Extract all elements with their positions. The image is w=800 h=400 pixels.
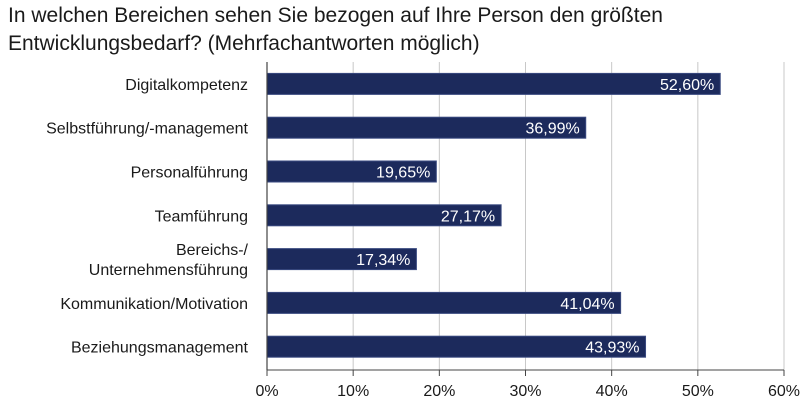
data-label: 36,99%	[525, 121, 579, 138]
axes	[266, 62, 785, 376]
bars	[266, 72, 721, 358]
data-labels: 52,60% 36,99% 19,65% 27,17% 17,34% 41,04% 43,9…	[356, 77, 714, 357]
category-label: Selbstführung/-management	[46, 121, 248, 138]
x-tick-label: 50%	[682, 383, 714, 400]
data-label: 19,65%	[376, 165, 430, 182]
category-label: Bereichs-/Unternehmensführung	[89, 242, 249, 279]
data-label: 41,04%	[560, 296, 614, 313]
category-label: Digitalkompetenz	[125, 77, 248, 94]
x-tick-label: 30%	[509, 383, 541, 400]
x-tick-label: 10%	[337, 383, 369, 400]
x-tick-labels: 0% 10% 20% 30% 40% 50% 60%	[255, 383, 800, 400]
category-label: Kommunikation/Motivation	[60, 296, 248, 313]
x-tick-label: 0%	[255, 383, 278, 400]
category-labels: Digitalkompetenz Selbstführung/-managemen…	[46, 77, 248, 357]
data-label: 17,34%	[356, 252, 410, 269]
category-label: Beziehungsmanagement	[71, 340, 249, 357]
category-label: Personalführung	[131, 165, 248, 182]
category-label: Teamführung	[155, 208, 248, 225]
data-label: 52,60%	[660, 77, 714, 94]
data-label: 43,93%	[585, 340, 639, 357]
x-tick-label: 20%	[423, 383, 455, 400]
chart-title: In welchen Bereichen sehen Sie bezogen a…	[8, 4, 663, 55]
data-label: 27,17%	[441, 208, 495, 225]
bar	[266, 72, 721, 95]
x-tick-label: 60%	[768, 383, 800, 400]
x-tick-label: 40%	[596, 383, 628, 400]
